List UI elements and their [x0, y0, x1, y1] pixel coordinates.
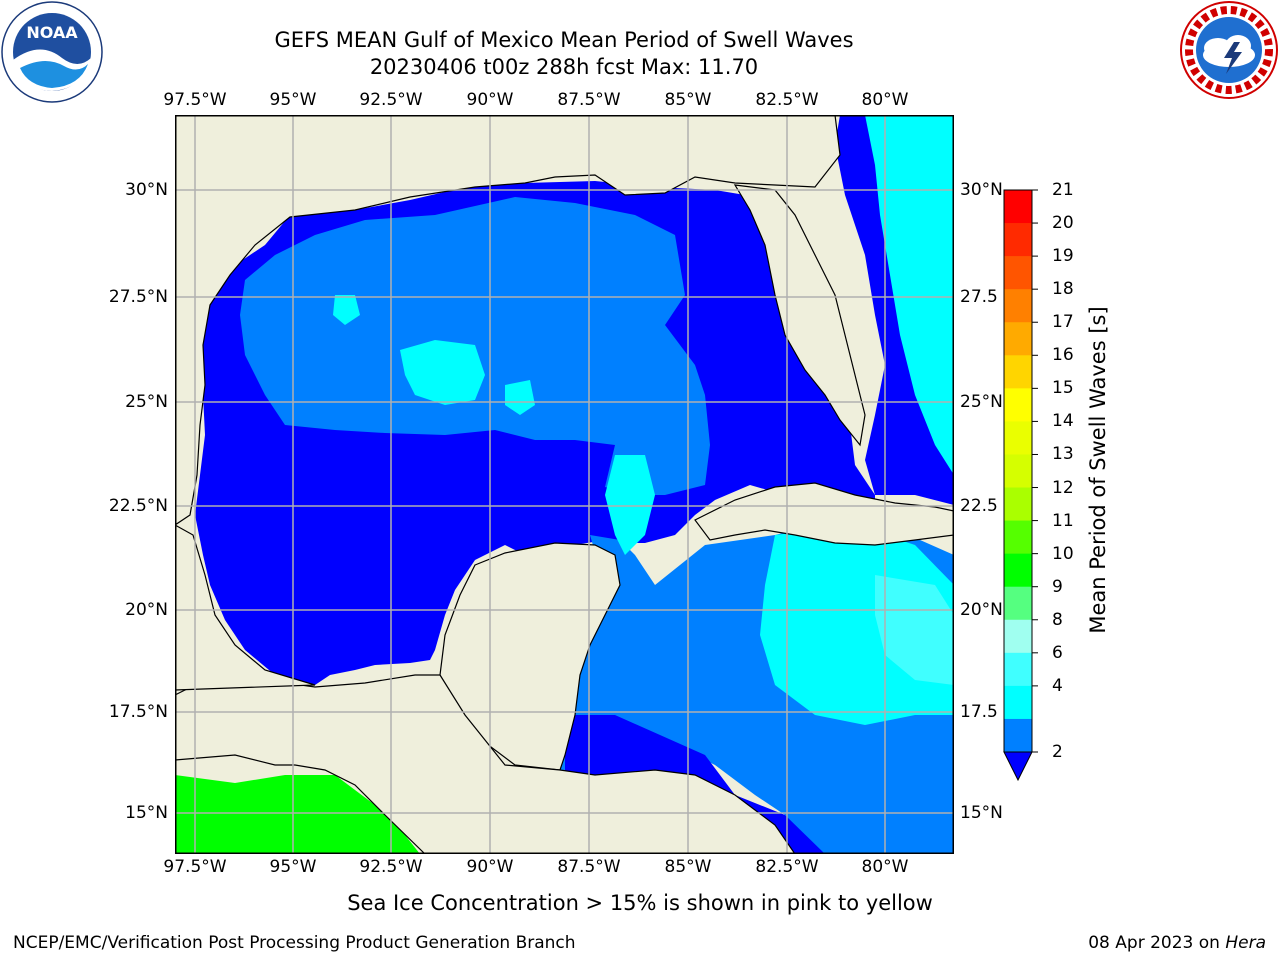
- colorbar-tick-label: 4: [1052, 675, 1063, 696]
- colorbar-swatch: [1004, 223, 1032, 257]
- us-gulf-coast-land: [175, 115, 841, 526]
- lon-label-bottom: 95°W: [269, 857, 317, 877]
- lon-label-top: 80°W: [861, 90, 909, 110]
- colorbar-swatch: [1004, 685, 1032, 720]
- lat-label-right: 22.5: [960, 496, 998, 516]
- footer-date: 08 Apr 2023 on Hera: [1088, 933, 1266, 953]
- noaa-logo-text: NOAA: [26, 23, 78, 42]
- lat-label-right: 20°N: [960, 600, 1003, 620]
- caribbean-high-swell-region: [760, 525, 954, 725]
- colorbar-swatch: [1004, 454, 1032, 489]
- lat-label-right: 17.5: [960, 702, 998, 722]
- lon-label-bottom: 92.5°W: [359, 857, 423, 877]
- colorbar-title: Mean Period of Swell Waves [s]: [1086, 306, 1110, 634]
- colorbar-tick-label: 6: [1052, 642, 1063, 663]
- cuba-land: [694, 482, 954, 546]
- gulf-high-swell-patch: [400, 340, 485, 405]
- colorbar-swatch: [1004, 619, 1032, 654]
- colorbar-swatch: [1004, 520, 1032, 555]
- lon-label-top: 87.5°W: [557, 90, 621, 110]
- lat-label-right: 25°N: [960, 392, 1003, 412]
- colorbar: [1003, 189, 1038, 782]
- lon-label-top: 85°W: [664, 90, 712, 110]
- colorbar-swatch: [1004, 652, 1032, 687]
- lat-label-right: 27.5: [960, 287, 998, 307]
- colorbar-tick-label: 14: [1052, 411, 1074, 432]
- colorbar-tick-label: 10: [1052, 543, 1074, 564]
- lat-label-left: 27.5°N: [108, 287, 168, 307]
- map-panel[interactable]: [175, 115, 954, 854]
- map-frame: [175, 115, 954, 854]
- lon-label-top: 97.5°W: [163, 90, 227, 110]
- lat-label-left: 30°N: [125, 180, 168, 200]
- colorbar-extend-arrow: [1003, 751, 1033, 782]
- footer-credit: NCEP/EMC/Verification Post Processing Pr…: [13, 933, 576, 953]
- colorbar-swatch: [1004, 718, 1032, 753]
- colorbar-tick-label: 9: [1052, 576, 1063, 597]
- colorbar-ticks: [1032, 189, 1038, 753]
- lat-label-left: 22.5°N: [108, 496, 168, 516]
- colorbar-tick-label: 19: [1052, 246, 1074, 267]
- lat-label-left: 17.5°N: [108, 702, 168, 722]
- colorbar-swatches: [1004, 190, 1032, 753]
- lon-label-bottom: 85°W: [664, 857, 712, 877]
- colorbar-swatch: [1004, 190, 1032, 224]
- colorbar-swatch: [1004, 322, 1032, 356]
- yucatan-channel-swell-patch: [605, 455, 655, 555]
- colorbar-tick-label: 12: [1052, 477, 1074, 498]
- colorbar-tick-label: 11: [1052, 510, 1074, 531]
- colorbar-swatch: [1004, 586, 1032, 621]
- lon-label-top: 92.5°W: [359, 90, 423, 110]
- map-subtitle: 20230406 t00z 288h fcst Max: 11.70: [369, 55, 759, 79]
- lat-label-left: 15°N: [125, 803, 168, 823]
- colorbar-tick-label: 13: [1052, 444, 1074, 465]
- lon-label-top: 95°W: [269, 90, 317, 110]
- colorbar-tick-label: 16: [1052, 345, 1074, 366]
- lon-label-top: 90°W: [466, 90, 514, 110]
- colorbar-tick-label: 8: [1052, 609, 1063, 630]
- lon-label-bottom: 97.5°W: [163, 857, 227, 877]
- colorbar-swatch: [1004, 487, 1032, 522]
- footer-host: Hera: [1225, 933, 1266, 953]
- colorbar-swatch: [1004, 289, 1032, 323]
- colorbar-tick-label: 21: [1052, 180, 1074, 200]
- footer-date-text: 08 Apr 2023 on: [1088, 933, 1220, 953]
- gulf-high-swell-patch: [505, 380, 535, 415]
- map-gridlines: [175, 115, 954, 854]
- lon-label-bottom: 87.5°W: [557, 857, 621, 877]
- pacific-swell-region: [175, 775, 420, 854]
- lon-label-top: 82.5°W: [755, 90, 819, 110]
- colorbar-swatch: [1004, 388, 1032, 422]
- noaa-logo: NOAA: [1, 1, 103, 103]
- colorbar-frame: [1003, 189, 1033, 753]
- colorbar-tick-label: 18: [1052, 279, 1074, 300]
- map-title: GEFS MEAN Gulf of Mexico Mean Period of …: [274, 28, 854, 52]
- gulf-high-swell-patch: [333, 295, 360, 325]
- lon-label-bottom: 90°W: [466, 857, 514, 877]
- caribbean-pale-swell-region: [875, 575, 954, 685]
- colorbar-swatch: [1004, 553, 1032, 588]
- lat-label-left: 20°N: [125, 600, 168, 620]
- colorbar-swatch: [1004, 256, 1032, 290]
- sea-ice-note: Sea Ice Concentration > 15% is shown in …: [347, 891, 933, 915]
- florida-land: [733, 184, 866, 447]
- colorbar-tick-label: 2: [1052, 742, 1063, 762]
- lon-label-bottom: 80°W: [861, 857, 909, 877]
- central-america-land: [175, 674, 796, 854]
- lat-label-right: 30°N: [960, 180, 1003, 200]
- mexico-land: [175, 524, 316, 691]
- colorbar-swatch: [1004, 355, 1032, 389]
- colorbar-tick-label: 15: [1052, 378, 1074, 399]
- colorbar-swatch: [1004, 421, 1032, 455]
- lat-label-left: 25°N: [125, 392, 168, 412]
- lat-label-right: 15°N: [960, 803, 1003, 823]
- nws-logo: [1180, 1, 1278, 99]
- colorbar-tick-label: 17: [1052, 312, 1074, 333]
- lon-label-bottom: 82.5°W: [755, 857, 819, 877]
- colorbar-tick-label: 20: [1052, 213, 1074, 234]
- atlantic-high-swell-region: [865, 115, 954, 475]
